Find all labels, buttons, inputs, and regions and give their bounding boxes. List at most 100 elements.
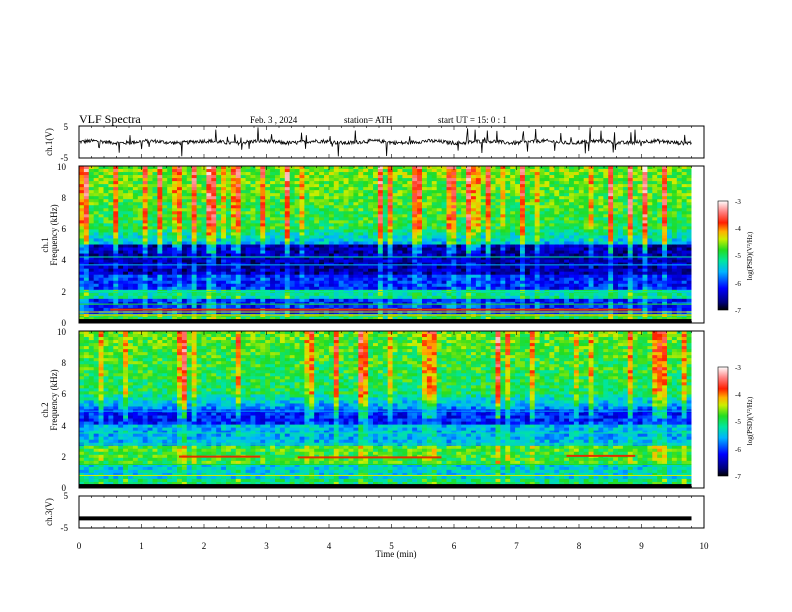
spectrogram-cell [128,268,134,273]
spectrogram-cell [79,193,85,197]
spectrogram-cell [407,214,413,218]
spectrogram-cell [309,268,315,273]
spectrogram-cell [270,262,276,267]
spectrogram-cell [284,232,291,236]
spectrogram-cell [520,205,526,209]
spectrogram-cell [412,220,418,224]
spectrogram-cell [93,172,99,176]
spectrogram-cell [108,196,114,200]
spectrogram-cell [309,271,315,276]
spectrogram-cell [260,178,266,182]
spectrogram-cell [201,310,207,315]
spectrogram-cell [373,217,379,221]
spectrogram-cell [98,301,104,306]
spectrogram-cell [275,208,281,212]
spectrogram-cell [137,277,144,282]
spectrogram-cell [240,268,246,273]
spectrogram-cell [338,190,344,194]
spectrogram-cell [216,235,222,239]
spectrogram-cell [475,220,482,224]
spectrogram-cell [328,205,335,209]
spectrogram-cell [240,202,246,206]
spectrogram-cell [250,280,256,285]
spectrogram-cell [235,223,242,227]
spectrogram-cell [177,214,183,218]
spectrogram-cell [240,241,246,245]
spectrogram-cell [407,274,413,279]
spectrogram-cell [446,301,452,306]
spectrogram-cell [255,193,261,197]
spectrogram-cell [147,220,153,224]
spectrogram-cell [299,256,305,260]
spectrogram-cell [177,181,183,185]
spectrogram-cell [103,205,109,209]
spectrogram-cell [221,220,227,224]
spectrogram-cell [123,298,129,303]
spectrogram-cell [270,310,276,315]
spectrogram-cell [83,232,90,236]
spectrogram-cell [304,223,310,227]
spectrogram-cell [358,235,364,239]
spectrogram-cell [358,199,364,203]
spectrogram-cell [500,172,506,176]
spectrogram-cell [128,217,134,221]
spectrogram-cell [132,220,139,224]
spectrogram-cell [456,316,462,321]
spectrogram-cell [88,277,95,282]
spectrogram-cell [181,256,188,260]
spectrogram-cell [167,238,173,242]
spectrogram-cell [108,253,114,257]
spectrogram-cell [368,316,374,321]
spectrogram-cell [167,283,173,288]
spectrogram-cell [520,187,526,191]
spectrogram-cell [431,175,438,179]
spectrogram-cell [382,193,389,197]
spectrogram-cell [309,301,315,306]
spectrogram-cell [510,298,516,303]
spectrogram-cell [348,274,354,279]
spectrogram-cell [461,211,467,215]
spectrogram-cell [294,259,300,264]
spectrogram-cell [103,280,109,285]
spectrogram-cell [431,232,438,236]
spectrogram-cell [186,220,193,224]
spectrogram-cell [226,235,232,239]
spectrogram-cell [181,169,188,173]
spectrogram-cell [353,238,359,242]
spectrogram-cell [309,238,315,242]
spectrogram-cell [142,253,148,257]
spectrogram-cell [505,172,511,176]
spectrogram-cell [304,184,310,188]
spectrogram-cell [152,214,158,218]
spectrogram-cell [373,187,379,191]
spectrogram-cell [348,259,354,264]
spectrogram-cell [446,271,452,276]
spectrogram-cell [475,217,482,221]
spectrogram-cell [358,262,364,267]
spectrogram-cell [402,181,408,185]
spectrogram-cell [441,199,447,203]
spectrogram-cell [407,247,413,251]
spectrogram-cell [88,259,95,264]
spectrogram-cell [137,265,144,270]
spectrogram-cell [480,277,487,282]
spectrogram-cell [108,295,114,300]
spectrogram-cell [196,220,202,224]
spectrogram-cell [201,274,207,279]
spectrogram-cell [186,184,193,188]
spectrogram-cell [216,295,222,300]
spectrogram-cell [407,175,413,179]
spectrogram-cell [515,178,521,182]
spectrogram-cell [255,274,261,279]
spectrogram-cell [475,214,482,218]
spectrogram-cell [294,298,300,303]
spectrogram-cell [309,172,315,176]
spectrogram-cell [338,259,344,264]
spectrogram-cell [245,241,251,245]
spectrogram-cell [172,259,178,264]
spectrogram-cell [348,253,354,257]
spectrogram-cell [485,196,491,200]
spectrogram-cell [392,172,398,176]
spectrogram-cell [118,172,124,176]
spectrogram-cell [324,196,330,200]
